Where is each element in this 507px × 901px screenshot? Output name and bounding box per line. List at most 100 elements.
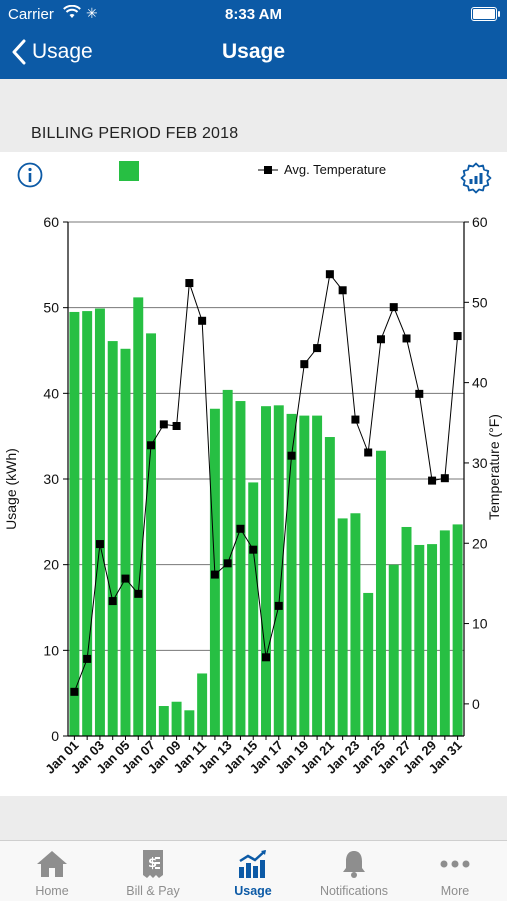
usage-bar	[146, 333, 157, 736]
usage-bar	[312, 415, 323, 736]
usage-bar	[401, 526, 412, 736]
usage-bar	[197, 673, 208, 736]
usage-bar	[235, 401, 246, 736]
bill-icon: $	[143, 850, 163, 878]
usage-bar	[388, 564, 399, 736]
tab-more-label: More	[440, 884, 470, 898]
usage-bar	[414, 544, 425, 736]
temperature-point	[287, 451, 296, 460]
temperature-point	[364, 448, 373, 457]
usage-bar	[375, 450, 386, 736]
temperature-legend: Avg. Temperature	[258, 162, 386, 177]
temperature-point	[95, 540, 104, 549]
temperature-point	[262, 653, 270, 662]
temperature-point	[198, 316, 207, 325]
y-tick-label: 0	[51, 728, 59, 744]
y-tick-label: 20	[43, 557, 59, 573]
y-tick-label: 50	[43, 300, 59, 316]
temperature-point	[210, 570, 219, 579]
temperature-point	[351, 415, 360, 424]
usage-bar	[82, 311, 93, 736]
y-tick-label: 10	[43, 642, 59, 658]
temperature-point	[249, 545, 258, 554]
temperature-point	[402, 334, 411, 343]
temperature-point	[223, 559, 232, 568]
usage-chart: 0 10 20 30 40 50 60 0 10 20 30 40 50 60 Usage (kWh) Tem…	[3, 214, 502, 777]
y2-axis-title: Temperature (°F)	[486, 414, 502, 520]
usage-bar	[286, 413, 297, 736]
usage-bar	[94, 308, 105, 736]
chevron-left-icon	[12, 39, 26, 65]
usage-bar	[120, 348, 131, 736]
y-tick-label: 60	[43, 214, 59, 230]
y-tick-label: 40	[43, 385, 59, 401]
chart-settings-gear-icon[interactable]	[459, 161, 493, 195]
temperature-point	[172, 421, 181, 430]
temperature-point	[389, 303, 398, 312]
bell-icon	[343, 851, 365, 878]
billing-period-label: BILLING PERIOD FEB 2018	[31, 125, 239, 142]
usage-bar	[158, 706, 169, 736]
battery-icon	[471, 7, 500, 21]
y2-tick-label: 10	[472, 616, 488, 632]
usage-bar	[299, 415, 310, 736]
tab-notifications-label: Notifications	[319, 884, 389, 898]
info-icon[interactable]	[17, 162, 43, 188]
temperature-point	[236, 524, 245, 533]
period-section	[0, 79, 507, 152]
tab-more[interactable]: More	[405, 841, 505, 901]
temperature-legend-label: Avg. Temperature	[284, 162, 387, 177]
wifi-icon	[63, 5, 81, 18]
temperature-point	[376, 335, 385, 344]
temperature-point	[159, 420, 168, 429]
usage-bar	[133, 297, 144, 736]
temperature-point	[185, 279, 194, 288]
tab-home[interactable]: Home	[2, 841, 102, 901]
usage-bar	[184, 710, 195, 736]
temperature-point	[338, 286, 347, 295]
activity-spinner-icon: ✳	[86, 5, 98, 21]
usage-bar	[427, 544, 438, 736]
tab-usage-label: Usage	[234, 884, 272, 898]
temperature-point	[274, 601, 283, 610]
temperature-point	[134, 589, 143, 598]
temperature-point	[70, 687, 79, 696]
y2-tick-label: 0	[472, 696, 480, 712]
y2-tick-label: 20	[472, 535, 488, 551]
tab-usage[interactable]: Usage	[203, 841, 303, 901]
usage-bar	[337, 518, 348, 736]
temperature-point	[147, 441, 156, 450]
usage-bar	[324, 437, 335, 736]
tab-bar: Home $ Bill & Pay Usage	[0, 840, 507, 901]
y-tick-label: 30	[43, 471, 59, 487]
home-icon	[37, 851, 67, 877]
y2-tick-label: 40	[472, 375, 488, 391]
temperature-point	[108, 597, 117, 606]
tab-bill-pay-label: Bill & Pay	[126, 884, 180, 898]
usage-bar	[69, 311, 80, 736]
temperature-point	[313, 344, 322, 353]
carrier-label: Carrier	[8, 6, 54, 23]
temperature-point	[428, 476, 437, 485]
usage-bar	[171, 701, 182, 736]
tab-home-label: Home	[35, 884, 69, 898]
usage-bar	[248, 482, 259, 736]
temperature-point	[453, 332, 462, 341]
status-bar: Carrier ✳ 8:33 AM	[0, 0, 507, 28]
usage-bar	[107, 341, 118, 736]
status-time: 8:33 AM	[225, 6, 282, 23]
usage-bar	[273, 405, 284, 736]
temperature-point	[83, 654, 92, 663]
tab-notifications[interactable]: Notifications	[304, 841, 404, 901]
more-dots-icon	[440, 860, 470, 868]
svg-text:$: $	[148, 856, 157, 871]
bottom-spacer	[0, 796, 507, 840]
y2-tick-label: 30	[472, 455, 488, 471]
y2-tick-label: 60	[472, 214, 488, 230]
back-button[interactable]: Usage	[12, 36, 93, 68]
tab-bill-pay[interactable]: $ Bill & Pay	[103, 841, 203, 901]
temperature-point	[121, 574, 130, 583]
temperature-point	[415, 389, 424, 398]
temperature-point	[440, 474, 449, 483]
temperature-point	[325, 270, 334, 279]
